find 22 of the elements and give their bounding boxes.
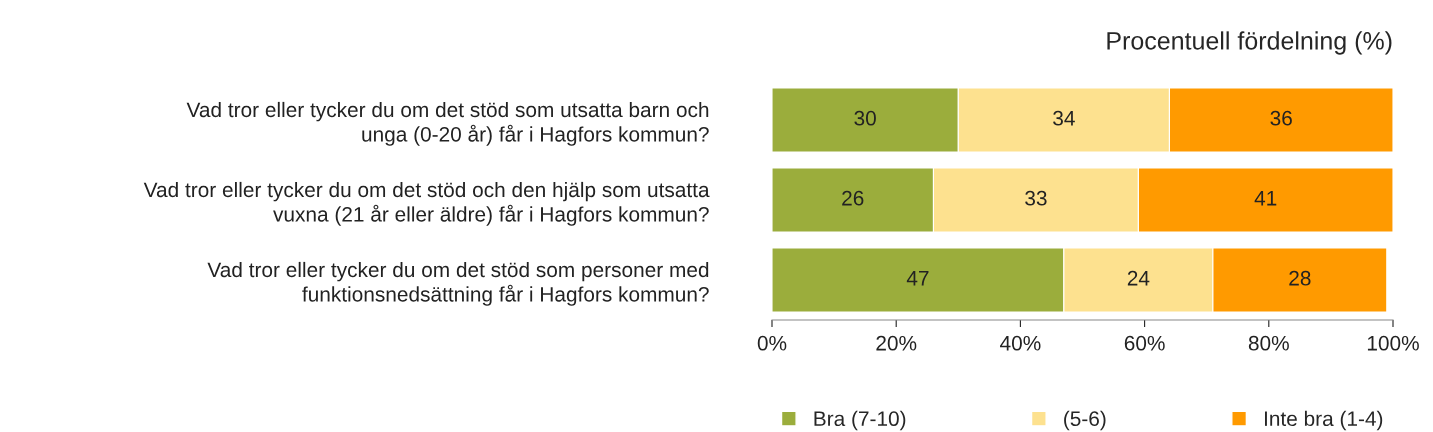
x-tick-label: 20% (876, 335, 917, 351)
legend-label: Inte bra (1-4) (1264, 410, 1383, 431)
data-label: 28 (1289, 270, 1311, 286)
x-tick-label: 60% (1124, 335, 1165, 351)
data-label: 24 (1127, 270, 1150, 286)
data-label: 41 (1254, 191, 1277, 206)
x-tick-label: 80% (1248, 335, 1289, 351)
x-tick-label: 100% (1367, 335, 1419, 351)
legend-label: (5-6) (1064, 410, 1106, 431)
y-tick-label: Vad tror eller tycker du om det stöd och den hjälp som utsatta vuxna (21 år eller äldre) får i Hagfors kommun? (143, 181, 710, 226)
data-label: 33 (1025, 190, 1047, 206)
legend-label: Bra (7-10) (814, 410, 906, 431)
chart-title: Procentuell fördelning (%) (1107, 31, 1392, 55)
data-label: 26 (842, 190, 864, 206)
y-tick-label: Vad tror eller tycker du om det stöd som utsatta barn och unga (0-20 år) får i Hagfors kommun? (186, 101, 709, 146)
y-tick-label: Vad tror eller tycker du om det stöd som personer med funktionsnedsättning får i Hagfors kommun? (207, 261, 709, 306)
data-label: 34 (1053, 110, 1075, 126)
data-label: 47 (906, 271, 929, 286)
data-label: 36 (1270, 110, 1292, 126)
data-label: 30 (854, 110, 876, 126)
x-tick-label: 40% (1000, 335, 1041, 351)
x-tick-label: 0% (757, 335, 787, 351)
